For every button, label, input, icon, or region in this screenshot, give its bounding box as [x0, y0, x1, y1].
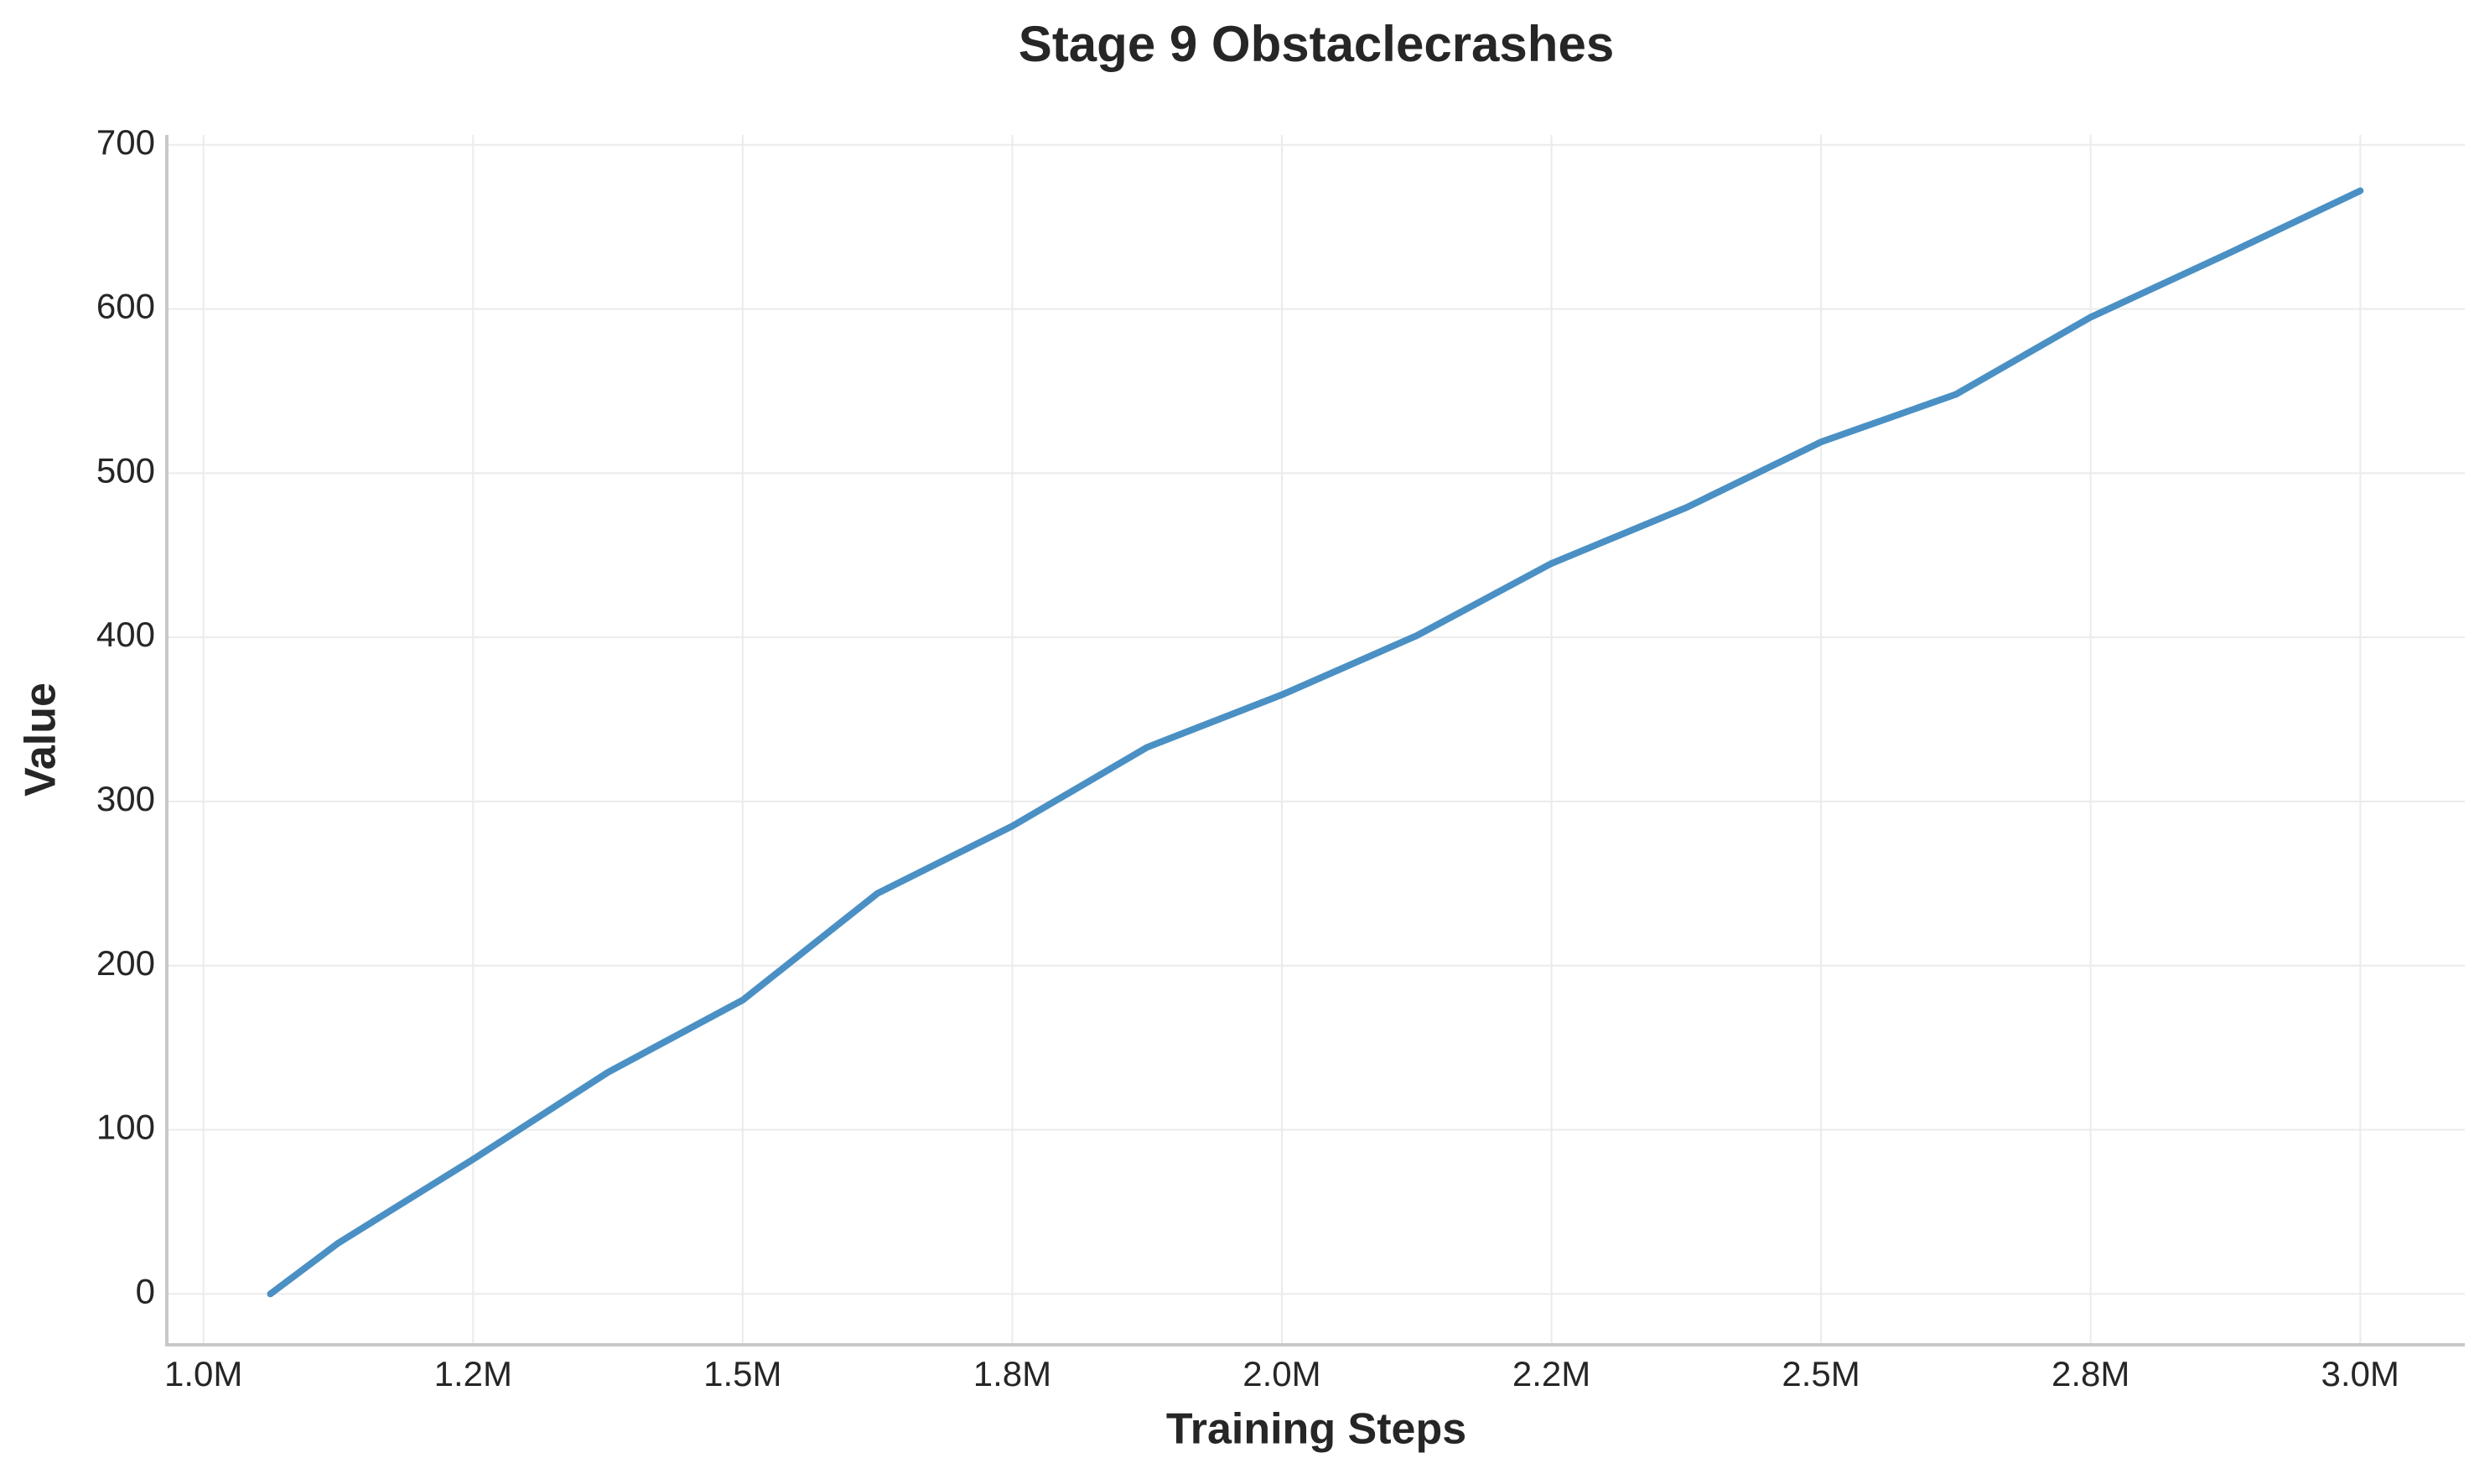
x-axis-label: Training Steps	[1166, 1405, 1466, 1454]
y-tick-label: 300	[96, 779, 155, 818]
x-tick-label: 2.0M	[1242, 1354, 1320, 1393]
y-tick-label: 700	[96, 122, 155, 162]
y-tick-label: 500	[96, 450, 155, 490]
y-tick-label: 100	[96, 1108, 155, 1147]
x-tick-label: 1.8M	[973, 1354, 1051, 1393]
x-tick-label: 1.0M	[164, 1354, 242, 1393]
y-tick-label: 200	[96, 943, 155, 983]
x-tick-label: 2.8M	[2052, 1354, 2129, 1393]
y-tick-label: 600	[96, 287, 155, 326]
x-tick-label: 1.5M	[703, 1354, 781, 1393]
x-tick-label: 3.0M	[2321, 1354, 2399, 1393]
chart-title: Stage 9 Obstaclecrashes	[1019, 16, 1614, 72]
x-tick-label: 1.2M	[434, 1354, 512, 1393]
y-tick-label: 400	[96, 615, 155, 654]
data-line	[267, 187, 2364, 1298]
y-axis-label: Value	[17, 682, 65, 796]
x-tick-label: 2.2M	[1512, 1354, 1590, 1393]
y-tick-label: 0	[136, 1271, 155, 1310]
x-tick-label: 2.5M	[1782, 1354, 1860, 1393]
